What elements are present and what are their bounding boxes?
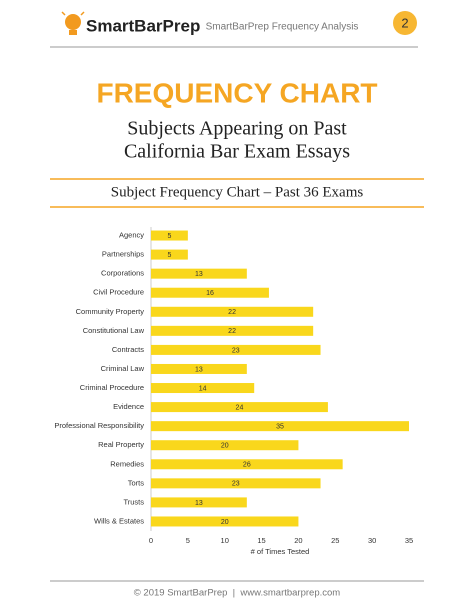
page-badge [393, 11, 417, 35]
y-tick-label: Trusts [123, 497, 144, 506]
value-label: 20 [221, 519, 229, 526]
y-tick-label: Corporations [101, 269, 144, 278]
bar [151, 383, 255, 394]
y-tick-label: Constitutional Law [83, 326, 145, 335]
bar [151, 306, 314, 317]
bar [151, 497, 247, 508]
footer: © 2019 SmartBarPrep | www.smartbarprep.c… [134, 588, 340, 599]
y-tick-label: Torts [128, 478, 145, 487]
header-text: SmartBarPrep Frequency Analysis [206, 22, 359, 33]
bar [151, 516, 299, 527]
bar [151, 249, 188, 260]
value-label: 16 [206, 290, 214, 297]
value-label: 23 [232, 481, 240, 488]
y-tick-label: Professional Responsibility [54, 421, 144, 430]
y-tick-label: Wills & Estates [94, 516, 144, 525]
x-tick-label: 30 [368, 536, 376, 545]
x-tick-label: 35 [405, 536, 413, 545]
value-label: 13 [195, 366, 203, 373]
y-tick-label: Civil Procedure [93, 288, 144, 297]
x-tick-label: 0 [149, 536, 153, 545]
value-label: 35 [276, 424, 284, 431]
value-label: 13 [195, 271, 203, 278]
bar [151, 459, 343, 470]
bar [151, 287, 269, 298]
title: FREQUENCY CHART [96, 77, 377, 108]
y-tick-label: Contracts [112, 345, 144, 354]
logo-icon [61, 11, 85, 35]
x-tick-label: 25 [331, 536, 339, 545]
value-label: 5 [167, 233, 171, 240]
y-tick-label: Criminal Procedure [80, 383, 144, 392]
bar [151, 478, 321, 489]
value-label: 5 [167, 252, 171, 259]
value-label: 20 [221, 443, 229, 450]
value-label: 14 [199, 385, 207, 392]
x-tick-label: 15 [257, 536, 265, 545]
y-tick-label: Agency [119, 231, 144, 240]
page-number: 2 [401, 15, 408, 30]
bar [151, 363, 247, 374]
subtitle: Subjects Appearing on Past [127, 118, 347, 140]
bar [151, 421, 409, 432]
bar [151, 230, 188, 241]
y-tick-label: Partnerships [102, 250, 144, 259]
x-axis-title: # of Times Tested [251, 547, 310, 556]
bar [151, 268, 247, 279]
chart-title: Subject Frequency Chart – Past 36 Exams [111, 184, 364, 200]
subtitle: California Bar Exam Essays [124, 141, 350, 163]
y-tick-label: Community Property [76, 307, 145, 316]
y-tick-label: Real Property [98, 440, 144, 449]
bar [151, 440, 299, 451]
value-label: 13 [195, 500, 203, 507]
value-label: 22 [228, 309, 236, 316]
value-label: 23 [232, 347, 240, 354]
bar [151, 402, 328, 413]
brand: SmartBarPrep [86, 16, 200, 35]
value-label: 24 [236, 404, 244, 411]
x-tick-label: 10 [221, 536, 229, 545]
x-tick-label: 20 [294, 536, 302, 545]
y-tick-label: Evidence [113, 402, 144, 411]
value-label: 22 [228, 328, 236, 335]
bar [151, 325, 314, 336]
bar [151, 344, 321, 355]
value-label: 26 [243, 462, 251, 469]
y-tick-label: Criminal Law [101, 364, 145, 373]
x-tick-label: 5 [186, 536, 190, 545]
y-tick-label: Remedies [110, 459, 144, 468]
